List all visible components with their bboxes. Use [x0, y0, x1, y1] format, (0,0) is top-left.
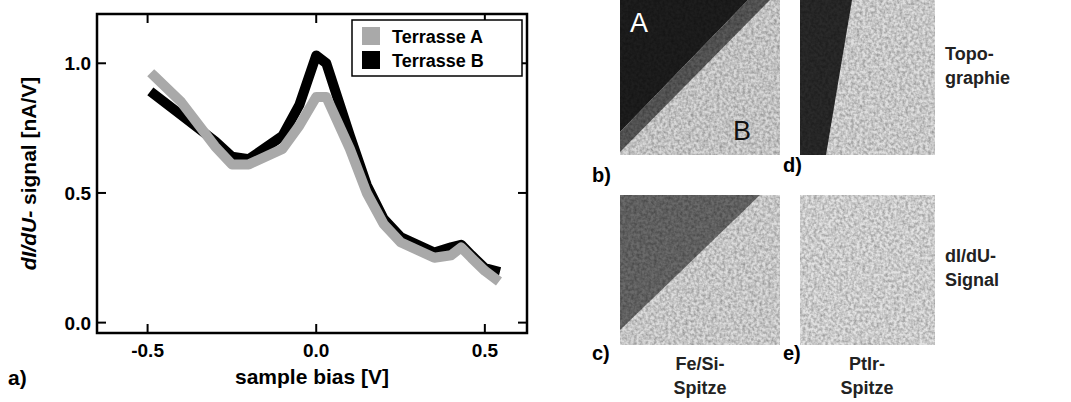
- row-label: graphie: [945, 68, 1010, 88]
- terrace-marker: A: [630, 8, 648, 38]
- image-ground: [800, 195, 935, 345]
- image-grain: [620, 195, 780, 345]
- image-grain: [620, 0, 780, 155]
- row-label: dI/dU-: [945, 246, 996, 266]
- panel-letter: a): [8, 366, 27, 389]
- image-grain: [800, 0, 935, 155]
- x-tick: [315, 324, 317, 333]
- terrace-marker: B: [733, 116, 751, 146]
- row-label: Topo-: [945, 44, 994, 64]
- legend-label: Terrasse B: [392, 51, 484, 71]
- y-tick: [518, 322, 527, 324]
- y-tick: [97, 62, 106, 64]
- panel-letter: e): [783, 342, 801, 364]
- series-line: [154, 56, 495, 271]
- image-panel: [620, 0, 780, 155]
- column-label: Spitze: [840, 378, 893, 398]
- y-tick-label: 0.0: [65, 313, 91, 334]
- legend-box: [352, 20, 522, 76]
- row-label: Signal: [945, 270, 999, 290]
- column-label: PtIr-: [849, 354, 885, 374]
- y-tick-label: 1.0: [65, 53, 91, 74]
- x-axis-title: sample bias [V]: [235, 365, 389, 388]
- y-title-part: dI/dU-: [17, 211, 40, 270]
- figure: -0.5 0.0 0.5 0.0 0.5 1.0 sample bias [V] dI/dU-…: [0, 0, 1071, 402]
- image-grain: [800, 195, 935, 345]
- panel-letter: d): [783, 154, 802, 176]
- image-panel: [800, 0, 935, 155]
- image-panel: [620, 195, 780, 345]
- image-panel: [800, 195, 935, 345]
- x-tick: [147, 324, 149, 333]
- column-label: Spitze: [673, 378, 726, 398]
- y-tick-label: 0.5: [65, 183, 92, 204]
- x-tick: [315, 14, 317, 23]
- y-tick: [97, 322, 106, 324]
- image-ground: [620, 195, 780, 345]
- legend-swatch: [362, 27, 380, 45]
- x-tick-label: 0.0: [303, 340, 329, 361]
- x-tick: [147, 14, 149, 23]
- panel-letter: b): [592, 164, 611, 186]
- series-line: [154, 76, 495, 278]
- plot-frame: [97, 14, 527, 333]
- y-tick: [97, 192, 106, 194]
- y-title-part: signal [nA/V]: [17, 77, 40, 211]
- y-tick: [518, 192, 527, 194]
- image-ground: [620, 0, 780, 155]
- y-axis-title: dI/dU- signal [nA/V]: [17, 77, 40, 271]
- legend-swatch: [362, 51, 380, 69]
- column-label: Fe/Si-: [675, 354, 724, 374]
- legend-label: Terrasse A: [392, 27, 483, 47]
- plot-area: [154, 56, 495, 279]
- image-ground: [800, 0, 935, 155]
- x-tick-label: 0.5: [472, 340, 499, 361]
- x-tick: [484, 324, 486, 333]
- x-tick-label: -0.5: [131, 340, 164, 361]
- panel-letter: c): [592, 342, 610, 364]
- legend: Terrasse A Terrasse B: [352, 20, 522, 76]
